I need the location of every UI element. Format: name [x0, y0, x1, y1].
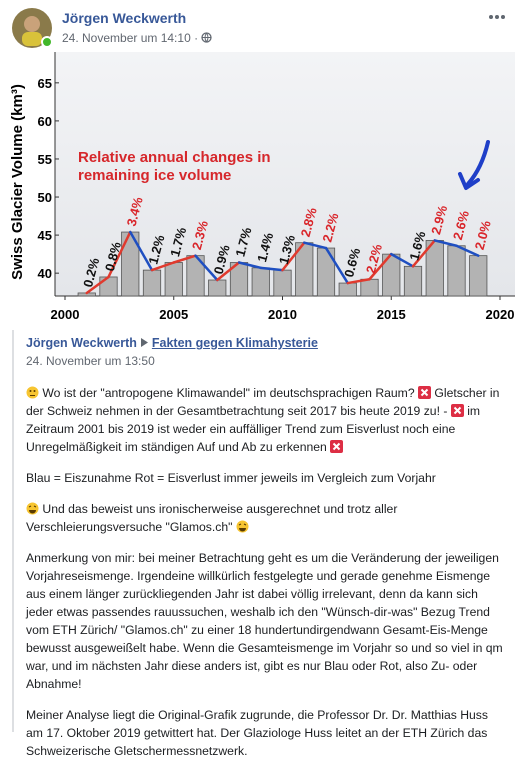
change-line: [346, 278, 371, 285]
triangle-icon: [141, 338, 149, 347]
bar: [273, 269, 292, 297]
text: Meiner Analyse liegt die Original-Grafik…: [26, 708, 488, 758]
change-line: [455, 244, 480, 257]
change-line: [411, 239, 436, 268]
change-label: 2.2%: [363, 242, 385, 275]
emoji-cross: [330, 440, 344, 453]
change-line: [433, 239, 458, 248]
change-line: [216, 261, 241, 282]
bar: [360, 278, 379, 297]
change-line: [390, 252, 415, 268]
group-link[interactable]: Fakten gegen Klimahysterie: [151, 336, 318, 350]
arrow: [466, 140, 490, 186]
change-label: 2.6%: [450, 209, 472, 242]
change-label: 3.4%: [124, 195, 146, 228]
change-label: 1.4%: [254, 231, 276, 264]
x-tick-label: 2000: [51, 307, 80, 322]
x-tick-label: 2015: [377, 307, 406, 322]
post-date-text[interactable]: 24. November um 14:10 ·: [62, 31, 199, 45]
bar: [164, 262, 183, 297]
x-tick-label: 2020: [486, 307, 515, 322]
bar: [316, 247, 336, 297]
annotation: remaining ice volume: [78, 167, 231, 184]
text: Anmerkung von mir: bei meiner Betrachtun…: [26, 551, 503, 691]
bar: [338, 282, 357, 297]
page: Jörgen Weckwerth 24. November um 14:10 ·…: [0, 8, 515, 758]
x-tick-label: 2010: [268, 307, 297, 322]
paragraph: Wo ist der "antropogene Klimawandel" im …: [26, 384, 506, 456]
text: Gletscher in der Schweiz nehmen in der G…: [26, 386, 500, 418]
text: Und das beweist uns ironischerweise ausg…: [26, 502, 398, 534]
y-tick-label: 55: [38, 152, 52, 167]
bar: [142, 269, 162, 297]
x-tick-label: 2005: [159, 307, 188, 322]
change-line: [237, 261, 262, 270]
change-line: [107, 230, 132, 279]
paragraph: Blau = Eiszunahme Rot = Eisverlust immer…: [26, 469, 506, 487]
emoji-thinking: [26, 386, 39, 399]
shared-date[interactable]: 24. November um 13:50: [26, 354, 155, 368]
y-tick-label: 65: [38, 76, 52, 91]
change-label: 1.7%: [232, 225, 254, 258]
chart[interactable]: Swiss Glacier Volume (km³) 40 45 50 55 60 65 2…: [0, 50, 515, 322]
y-tick-label: 60: [38, 114, 52, 129]
emoji-laughing: [26, 502, 39, 515]
paragraph: Meiner Analyse liegt die Original-Grafik…: [26, 706, 506, 760]
shared-author[interactable]: Jörgen Weckwerth: [26, 336, 137, 350]
change-label: 1.7%: [167, 225, 189, 258]
bar: [99, 276, 118, 297]
shared-header: Jörgen Weckwerth Fakten gegen Klimahyste…: [26, 334, 506, 352]
change-line: [129, 230, 154, 272]
change-line: [172, 254, 197, 264]
y-tick-label: 45: [38, 228, 52, 243]
text: Wo ist der "antropogene Klimawandel" im …: [42, 386, 415, 400]
paragraph: Und das beweist uns ironischerweise ausg…: [26, 500, 506, 536]
globe-icon: [201, 32, 213, 43]
bar: [469, 255, 488, 297]
text: Blau = Eiszunahme Rot = Eisverlust immer…: [26, 471, 436, 485]
shared-post: Jörgen Weckwerth Fakten gegen Klimahyste…: [12, 330, 511, 758]
change-line: [303, 241, 328, 250]
change-line: [150, 261, 175, 272]
avatar[interactable]: [12, 8, 54, 50]
change-line: [324, 246, 349, 285]
shared-content: Jörgen Weckwerth Fakten gegen Klimahyste…: [26, 334, 506, 773]
paragraph: Anmerkung von mir: bei meiner Betrachtun…: [26, 549, 506, 693]
bar: [208, 279, 227, 297]
change-label: 2.9%: [428, 203, 450, 236]
y-tick-label: 40: [38, 266, 52, 281]
bar: [447, 245, 466, 297]
bar: [403, 265, 423, 297]
arrow-head: [458, 172, 480, 190]
y-tick-label: 50: [38, 190, 52, 205]
change-line: [368, 252, 393, 281]
change-line: [85, 275, 110, 295]
change-line: [281, 241, 306, 272]
emoji-laughing: [236, 520, 249, 533]
post-date[interactable]: 24. November um 14:10 ·: [62, 31, 213, 45]
emoji-cross: [418, 386, 431, 399]
change-line: [194, 254, 219, 282]
annotation: Relative annual changes in: [78, 149, 271, 166]
more-button[interactable]: [488, 14, 506, 20]
emoji-cross: [450, 404, 464, 417]
y-axis-label: Swiss Glacier Volume (km³): [9, 84, 26, 280]
text: im Zeitraum 2001 bis 2019 ist weder ein …: [26, 404, 481, 454]
bar: [251, 267, 270, 297]
change-line: [259, 266, 284, 272]
author-name[interactable]: Jörgen Weckwerth: [62, 10, 187, 26]
change-label: 0.2%: [80, 256, 102, 289]
change-label: 2.8%: [298, 206, 320, 239]
